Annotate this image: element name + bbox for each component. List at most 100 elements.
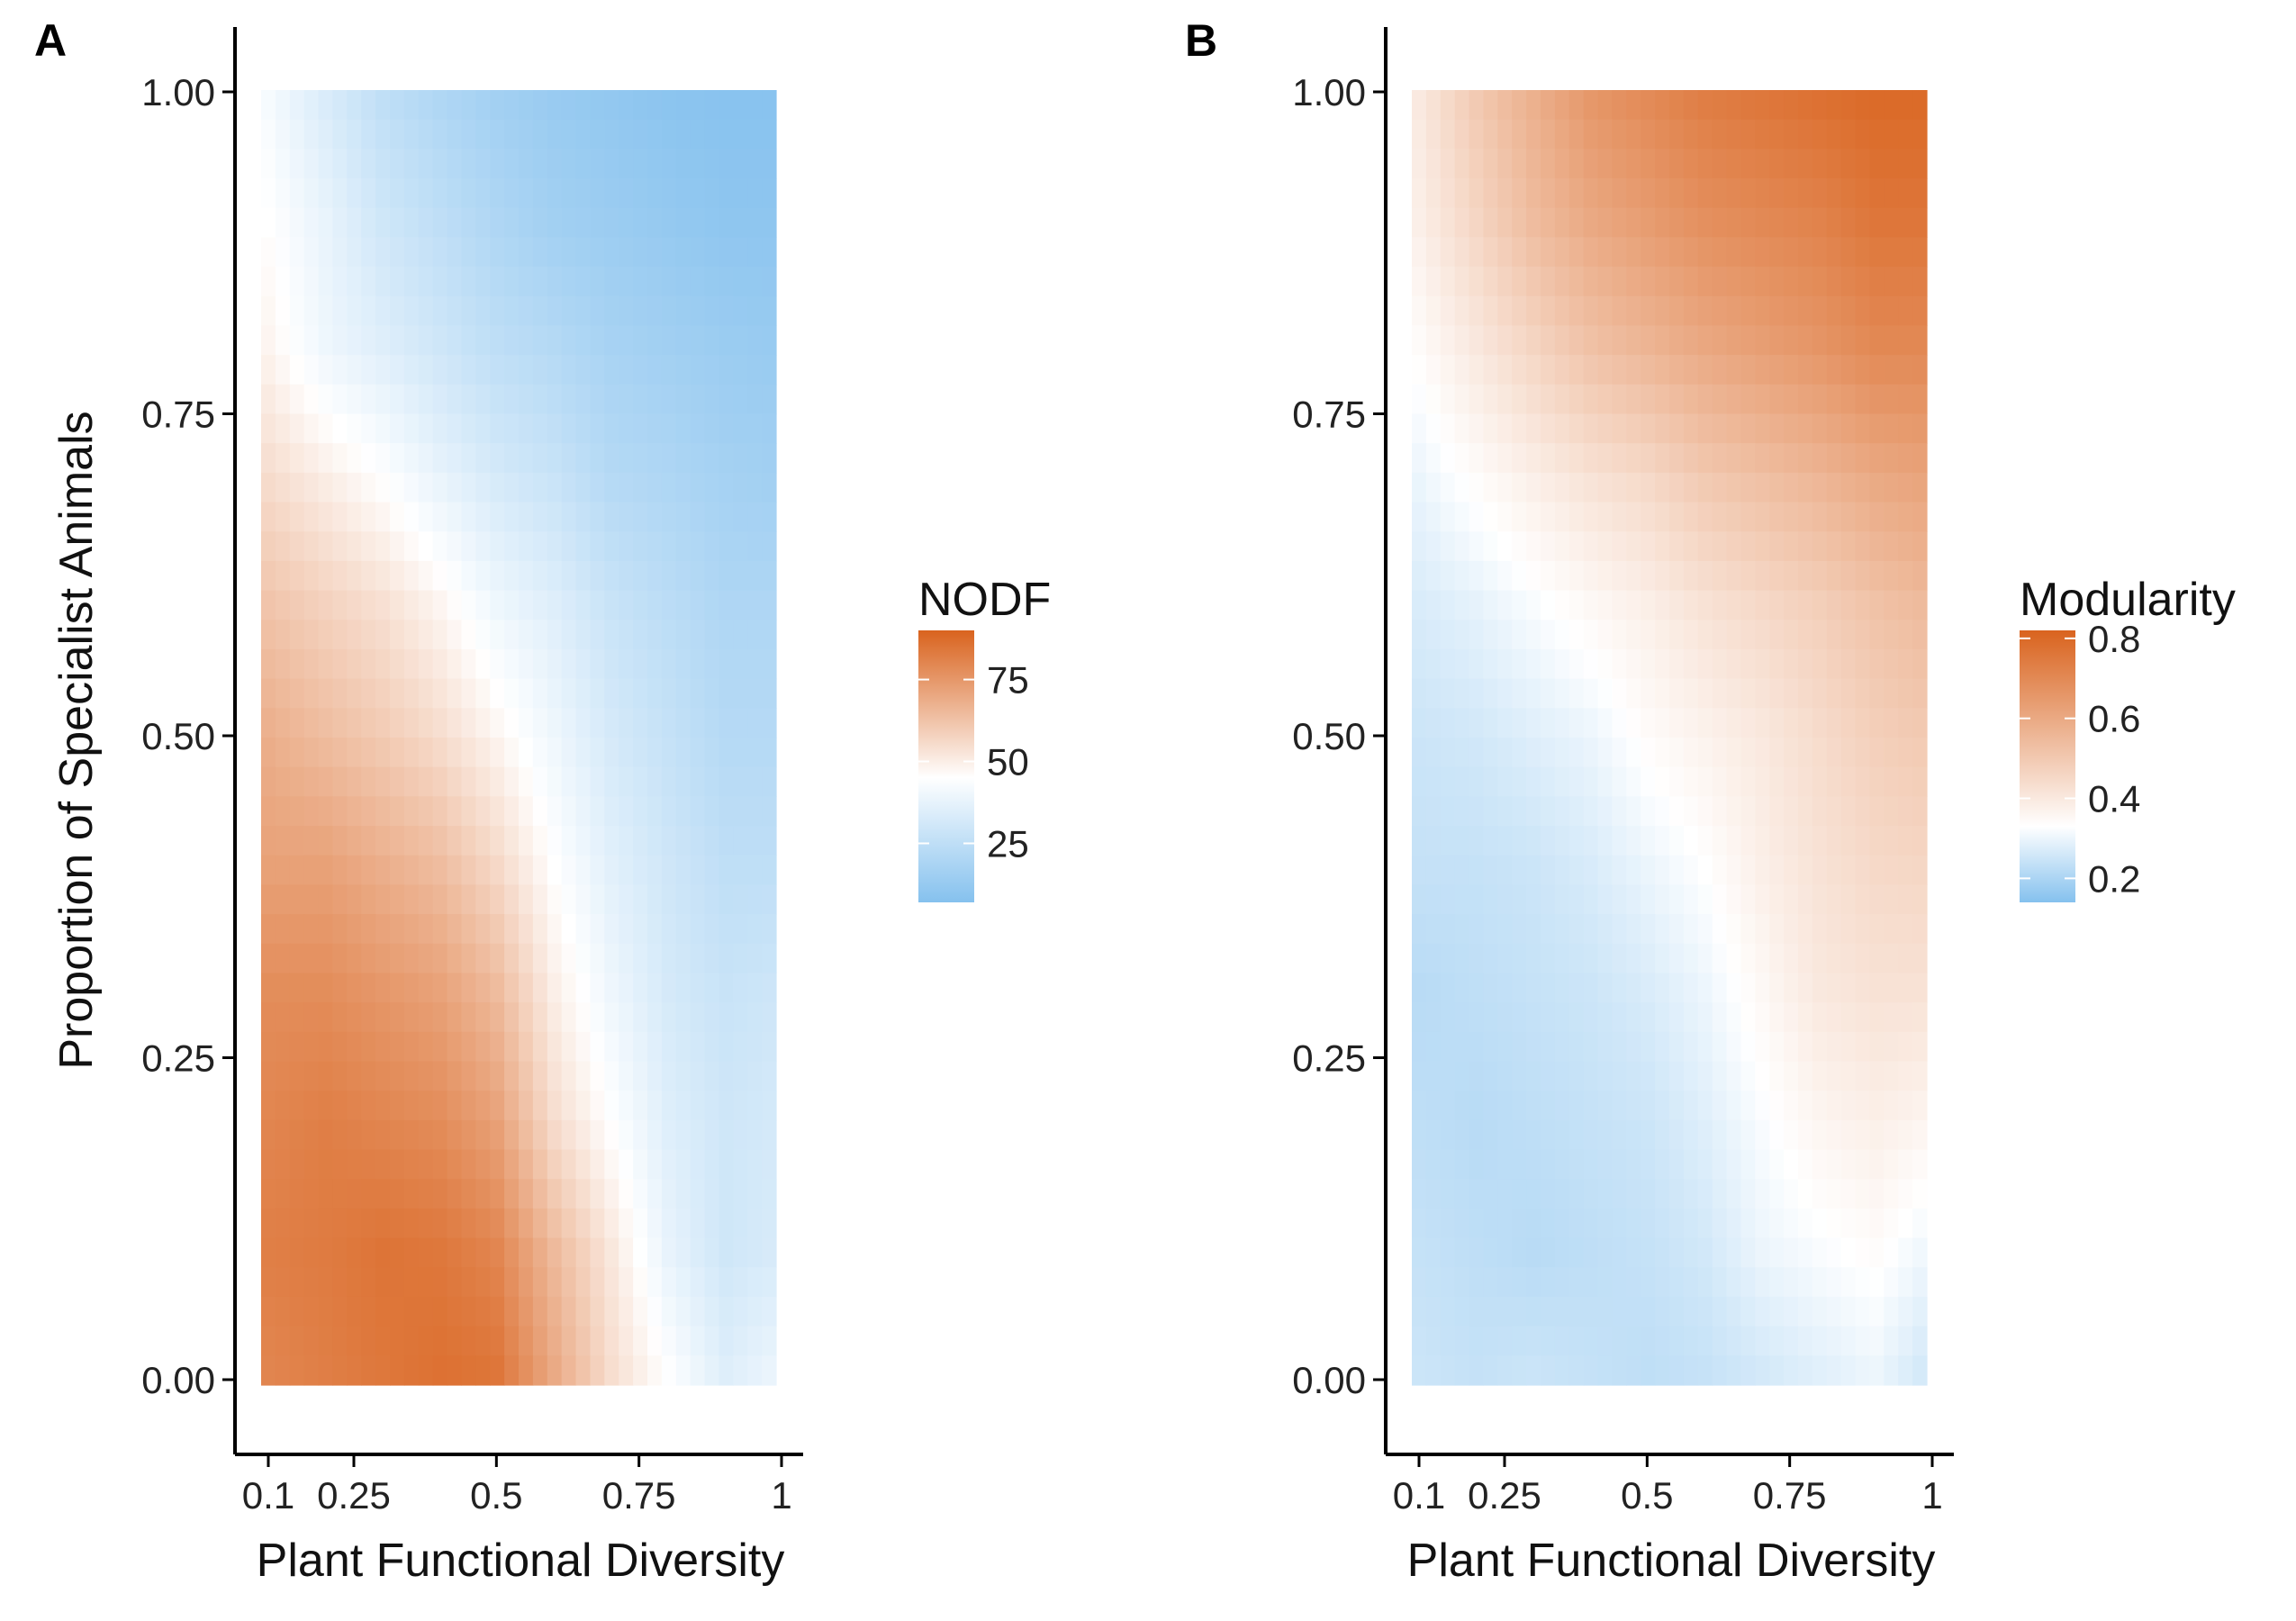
heatmap-cell — [490, 738, 505, 768]
heatmap-cell — [1726, 119, 1742, 149]
heatmap-cell — [747, 502, 763, 532]
heatmap-cell — [1483, 943, 1498, 974]
heatmap-cell — [490, 1208, 505, 1239]
heatmap-cell — [1597, 178, 1614, 209]
heatmap-cell — [561, 1061, 577, 1091]
heatmap-cell — [1869, 472, 1885, 503]
heatmap-cell — [418, 738, 434, 768]
heatmap-cell — [332, 531, 348, 562]
heatmap-cell — [547, 384, 563, 415]
heatmap-cell — [690, 884, 706, 915]
heatmap-cell — [762, 855, 777, 886]
heatmap-cell — [1855, 738, 1871, 768]
heatmap-cell — [1568, 884, 1585, 915]
heatmap-cell — [1526, 1237, 1541, 1268]
heatmap-cell — [733, 443, 748, 474]
heatmap-cell — [1597, 766, 1614, 797]
heatmap-cell — [1840, 1296, 1857, 1327]
heatmap-cell — [1526, 472, 1541, 503]
heatmap-cell — [1497, 1119, 1513, 1151]
heatmap-cell — [390, 119, 405, 149]
heatmap-cell — [1612, 355, 1627, 385]
heatmap-cell — [619, 855, 634, 886]
heatmap-cell — [332, 207, 348, 239]
heatmap-cell — [461, 855, 476, 886]
heatmap-cell — [1869, 590, 1885, 620]
heatmap-cell — [1655, 413, 1670, 444]
heatmap-cell — [1425, 1326, 1442, 1356]
heatmap-cell — [1884, 1267, 1899, 1298]
heatmap-cell — [1641, 355, 1656, 385]
heatmap-cell — [418, 1119, 434, 1151]
heatmap-cell — [1641, 973, 1656, 1003]
heatmap-cell — [1697, 973, 1713, 1003]
heatmap-cell — [504, 1355, 520, 1386]
heatmap-cell — [390, 766, 405, 797]
heatmap-cell — [461, 1179, 476, 1209]
heatmap-cell — [461, 738, 476, 768]
heatmap-cell — [1726, 325, 1742, 356]
heatmap-cell — [1884, 796, 1899, 827]
heatmap-cell — [1826, 90, 1842, 121]
heatmap-cell — [1798, 766, 1813, 797]
heatmap-cell — [1641, 295, 1656, 327]
heatmap-cell — [1541, 708, 1556, 738]
heatmap-cell — [432, 914, 448, 945]
heatmap-cell — [1568, 443, 1585, 474]
heatmap-cell — [1554, 1267, 1570, 1298]
heatmap-cell — [1469, 237, 1485, 267]
heatmap-cell — [1526, 90, 1541, 121]
heatmap-cell — [1512, 443, 1527, 474]
heatmap-cell — [1669, 1179, 1685, 1209]
heatmap-cell — [690, 914, 706, 945]
heatmap-cell — [432, 826, 448, 856]
heatmap-cell — [690, 267, 706, 297]
heatmap-cell — [1726, 1208, 1742, 1239]
heatmap-cell — [303, 237, 320, 267]
heatmap-cell — [704, 502, 720, 532]
heatmap-cell — [1712, 472, 1728, 503]
heatmap-cell — [733, 796, 748, 827]
heatmap-cell — [1840, 1237, 1857, 1268]
heatmap-cell — [604, 1208, 619, 1239]
heatmap-cell — [661, 1326, 677, 1356]
heatmap-cell — [547, 1149, 563, 1180]
heatmap-cell — [1655, 766, 1670, 797]
heatmap-cell — [1898, 884, 1913, 915]
heatmap-cell — [447, 973, 463, 1003]
heatmap-cell — [704, 620, 720, 650]
heatmap-cell — [418, 413, 434, 444]
heatmap-cell — [403, 855, 420, 886]
heatmap-cell — [575, 1208, 592, 1239]
heatmap-cell — [347, 914, 362, 945]
heatmap-cell — [1712, 295, 1728, 327]
heatmap-cell — [275, 178, 291, 209]
heatmap-cell — [390, 325, 405, 356]
heatmap-cell — [1454, 738, 1470, 768]
heatmap-cell — [1483, 1267, 1498, 1298]
heatmap-cell — [619, 678, 634, 709]
heatmap-cell — [1626, 914, 1641, 945]
heatmap-cell — [604, 1031, 619, 1063]
heatmap-cell — [619, 325, 634, 356]
heatmap-cell — [1840, 119, 1857, 149]
heatmap-cell — [303, 1149, 320, 1180]
heatmap-cell — [690, 973, 706, 1003]
heatmap-cell — [1497, 384, 1513, 415]
heatmap-cell — [1483, 267, 1498, 297]
heatmap-cell — [561, 648, 577, 680]
heatmap-cell — [1884, 443, 1899, 474]
heatmap-cell — [332, 1208, 348, 1239]
heatmap-cell — [347, 531, 362, 562]
heatmap-cell — [1541, 90, 1556, 121]
heatmap-cell — [1425, 796, 1442, 827]
heatmap-cell — [675, 766, 692, 797]
heatmap-cell — [261, 1237, 276, 1268]
heatmap-cell — [261, 826, 276, 856]
heatmap-cell — [1712, 531, 1728, 562]
heatmap-cell — [690, 1237, 706, 1268]
heatmap-cell — [1697, 119, 1713, 149]
heatmap-cell — [704, 914, 720, 945]
heatmap-cell — [1740, 384, 1756, 415]
